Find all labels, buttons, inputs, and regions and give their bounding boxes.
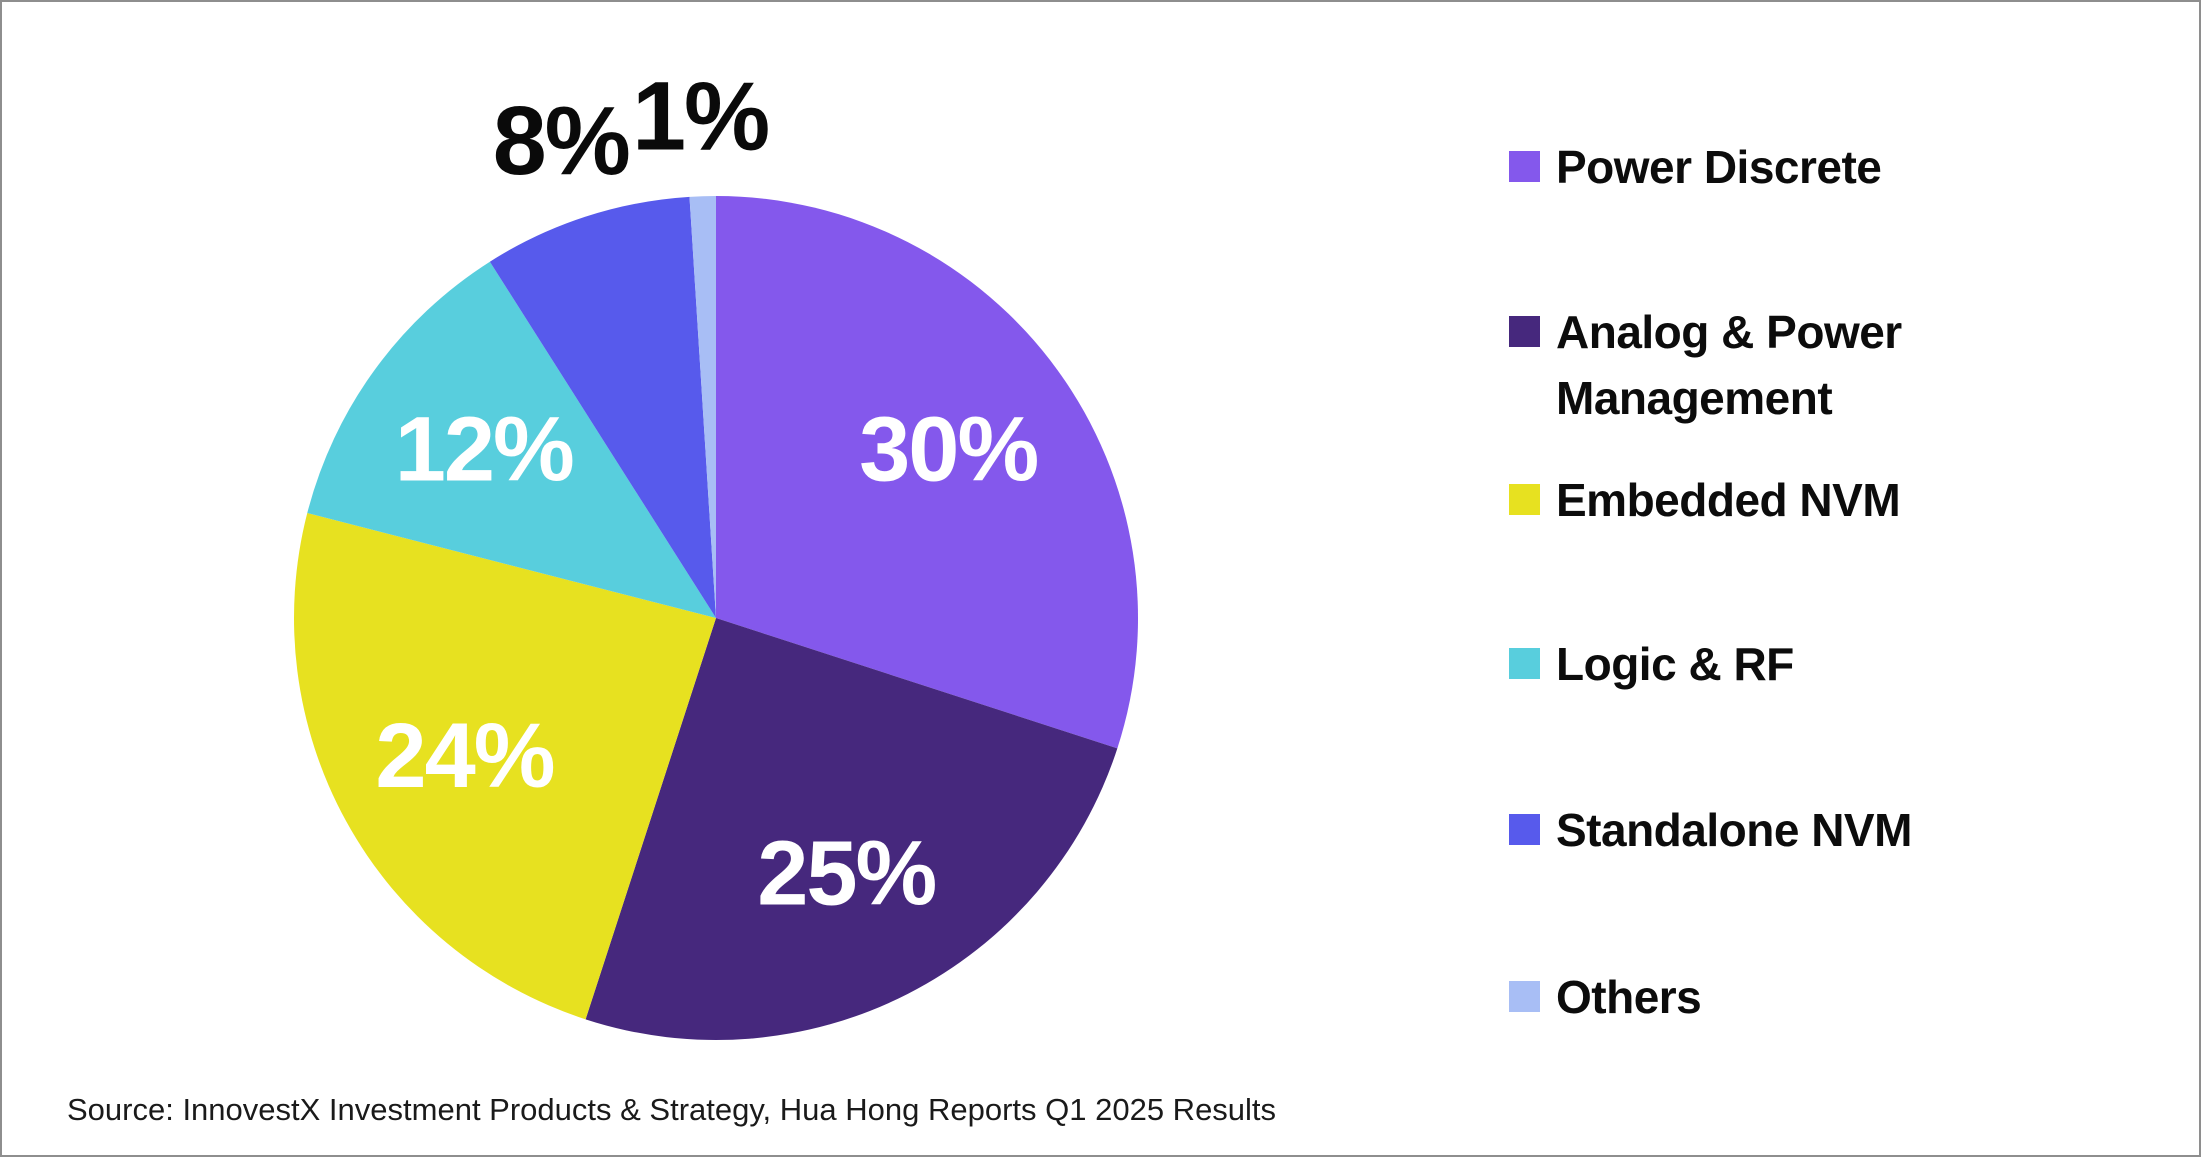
legend-swatch-embedded-nvm (1509, 484, 1540, 515)
legend-label-analog-power-management: Analog & Power Management (1556, 306, 1902, 424)
legend-item-standalone-nvm: Standalone NVM (1509, 797, 1986, 863)
pct-label-others: 1% (632, 62, 768, 171)
legend-label-standalone-nvm: Standalone NVM (1556, 804, 1912, 856)
pct-label-analog-power-management: 25% (757, 823, 935, 925)
legend-item-others: Others (1509, 964, 1986, 1030)
legend-label-power-discrete: Power Discrete (1556, 141, 1882, 193)
legend-swatch-others (1509, 981, 1540, 1012)
legend-item-logic-rf: Logic & RF (1509, 631, 1986, 697)
pie-slice-others[interactable] (689, 196, 717, 618)
pie-slice-logic-rf[interactable] (307, 261, 716, 618)
legend-item-analog-power-management: Analog & Power Management (1509, 299, 1986, 431)
legend-label-logic-rf: Logic & RF (1556, 638, 1794, 690)
pct-label-power-discrete: 30% (859, 398, 1037, 500)
pct-label-logic-rf: 12% (395, 398, 573, 500)
legend-swatch-logic-rf (1509, 648, 1540, 679)
pie-slice-standalone-nvm[interactable] (489, 196, 716, 618)
legend-item-power-discrete: Power Discrete (1509, 134, 1986, 200)
legend: Power Discrete Analog & Power Management E… (1509, 2, 2069, 1155)
pie-slice-power-discrete[interactable] (716, 195, 1139, 749)
pie-slice-embedded-nvm[interactable] (293, 513, 716, 1020)
pct-label-embedded-nvm: 24% (375, 705, 553, 807)
legend-swatch-standalone-nvm (1509, 814, 1540, 845)
pie-slice-analog-power-management[interactable] (585, 618, 1118, 1041)
legend-swatch-power-discrete (1509, 151, 1540, 182)
legend-label-embedded-nvm: Embedded NVM (1556, 474, 1901, 526)
source-attribution: Source: InnovestX Investment Products & … (67, 1092, 1277, 1127)
legend-swatch-analog-power-management (1509, 316, 1540, 347)
pct-label-standalone-nvm: 8% (493, 86, 629, 195)
legend-item-embedded-nvm: Embedded NVM (1509, 467, 1986, 533)
legend-label-others: Others (1556, 971, 1702, 1023)
